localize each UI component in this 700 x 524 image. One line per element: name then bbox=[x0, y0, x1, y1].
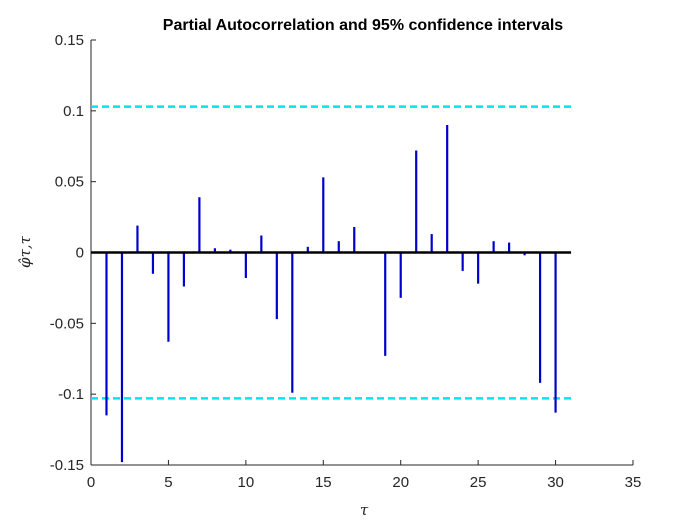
y-axis-label: φ̂τ,τ bbox=[16, 235, 34, 268]
y-tick-label: -0.1 bbox=[58, 386, 84, 403]
x-tick-label: 25 bbox=[470, 474, 487, 491]
x-tick-label: 15 bbox=[315, 474, 332, 491]
y-tick-label: 0.05 bbox=[55, 174, 84, 191]
x-tick-label: 35 bbox=[625, 474, 642, 491]
y-tick-label: 0.15 bbox=[55, 32, 84, 49]
x-tick-label: 10 bbox=[238, 474, 255, 491]
x-tick-label: 5 bbox=[164, 474, 172, 491]
y-tick-label: 0 bbox=[76, 245, 84, 262]
y-tick-label: -0.15 bbox=[50, 457, 84, 474]
chart-title: Partial Autocorrelation and 95% confiden… bbox=[163, 17, 564, 34]
y-tick-label: -0.05 bbox=[50, 315, 84, 332]
x-axis-label: τ bbox=[360, 501, 369, 519]
y-tick-label: 0.1 bbox=[63, 103, 84, 120]
x-tick-label: 20 bbox=[392, 474, 409, 491]
plot-area: -0.15 -0.1 -0.05 0 0.05 0.1 0.15 0 5 10 15 20 25 30 35 bbox=[50, 32, 642, 491]
x-tick-label: 30 bbox=[547, 474, 564, 491]
x-tick-label: 0 bbox=[87, 474, 95, 491]
